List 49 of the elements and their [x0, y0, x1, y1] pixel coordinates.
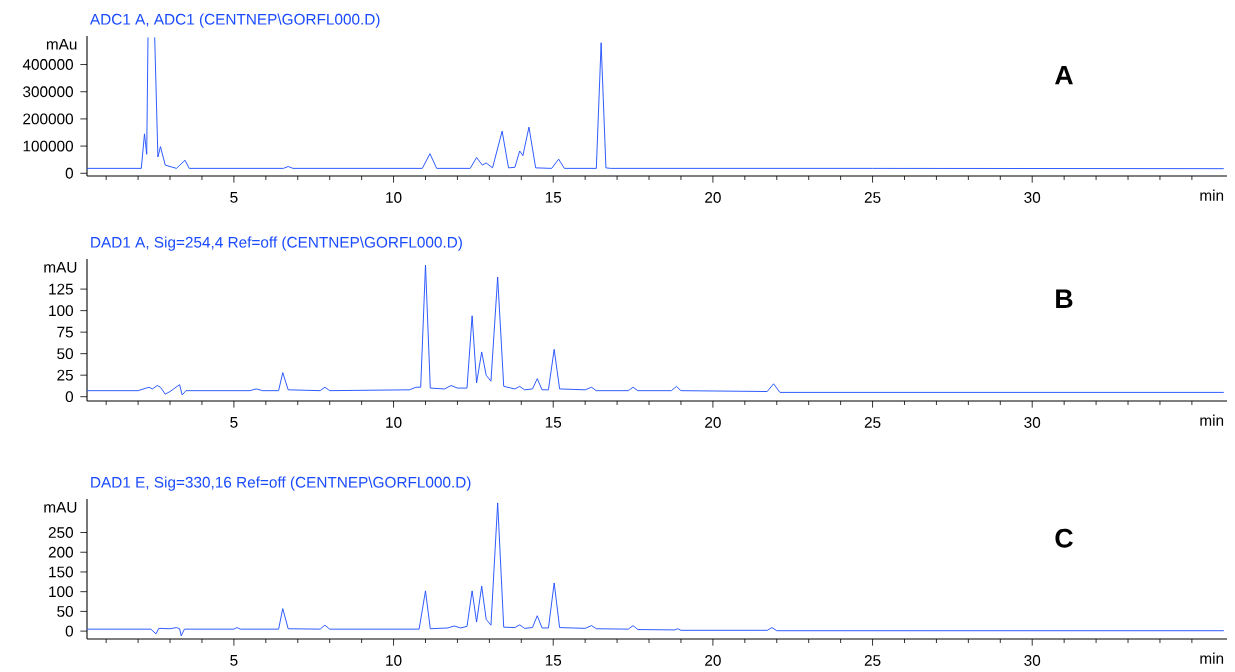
x-tick-label: 15: [545, 655, 562, 666]
y-tick-label: 200000: [23, 113, 74, 125]
x-tick-label: 5: [230, 417, 238, 428]
y-tick-label: 50: [57, 348, 74, 360]
annotation: C: [1055, 528, 1073, 548]
x-tick-label: 10: [386, 192, 402, 203]
x-tick-label: 25: [864, 417, 881, 428]
x-tick-label: 15: [545, 192, 562, 203]
line-series: [87, 502, 1225, 637]
x-axis-title: min: [1200, 652, 1224, 664]
x-tick-label: 30: [1024, 655, 1041, 666]
x-axis-title: min: [1200, 414, 1224, 426]
y-tick-label: 100: [49, 586, 74, 598]
y-axis-title: mAu: [46, 38, 77, 50]
y-tick-label: 250: [48, 527, 74, 538]
x-tick-label: 30: [1024, 192, 1041, 203]
y-tick-label: 0: [65, 391, 74, 403]
x-tick-label: 25: [864, 192, 881, 203]
y-tick-label: 100: [49, 305, 74, 317]
y-tick-label: 300000: [23, 86, 74, 98]
y-tick-label: 125: [49, 283, 73, 295]
y-tick-label: 200: [48, 546, 74, 558]
x-tick-label: 5: [230, 655, 238, 666]
x-tick-label: 15: [545, 417, 562, 428]
line-series: [87, 264, 1225, 396]
y-tick-label: 150: [49, 566, 74, 578]
x-axis-title: min: [1200, 189, 1224, 201]
chart-title: DAD1 A, Sig=254,4 Ref=off (CENTNEP\GORFL000.D): [91, 236, 462, 251]
y-tick-label: 0: [65, 167, 74, 179]
annotation: B: [1056, 289, 1073, 308]
chart-title: ADC1 A, ADC1 (CENTNEP\GORFL000.D): [89, 13, 380, 28]
x-tick-label: 25: [864, 655, 881, 666]
y-tick-label: 50: [57, 605, 74, 617]
y-axis-title: mAU: [44, 501, 77, 513]
y-axis-title: mAU: [44, 261, 77, 273]
y-tick-label: 75: [57, 326, 73, 338]
y-tick-label: 400000: [22, 59, 74, 70]
x-tick-label: 5: [230, 192, 238, 203]
y-tick-label: 25: [57, 369, 73, 381]
x-tick-label: 10: [386, 417, 402, 428]
chart-title: DAD1 E, Sig=330,16 Ref=off (CENTNEP\GORFL000.D): [91, 476, 471, 491]
x-tick-label: 10: [386, 655, 402, 666]
annotation: A: [1055, 66, 1073, 85]
x-tick-label: 20: [705, 192, 721, 203]
y-tick-label: 0: [65, 625, 74, 637]
y-tick-label: 100000: [23, 140, 74, 152]
x-tick-label: 20: [705, 417, 721, 428]
x-tick-label: 20: [705, 655, 721, 666]
x-tick-label: 30: [1024, 417, 1041, 428]
